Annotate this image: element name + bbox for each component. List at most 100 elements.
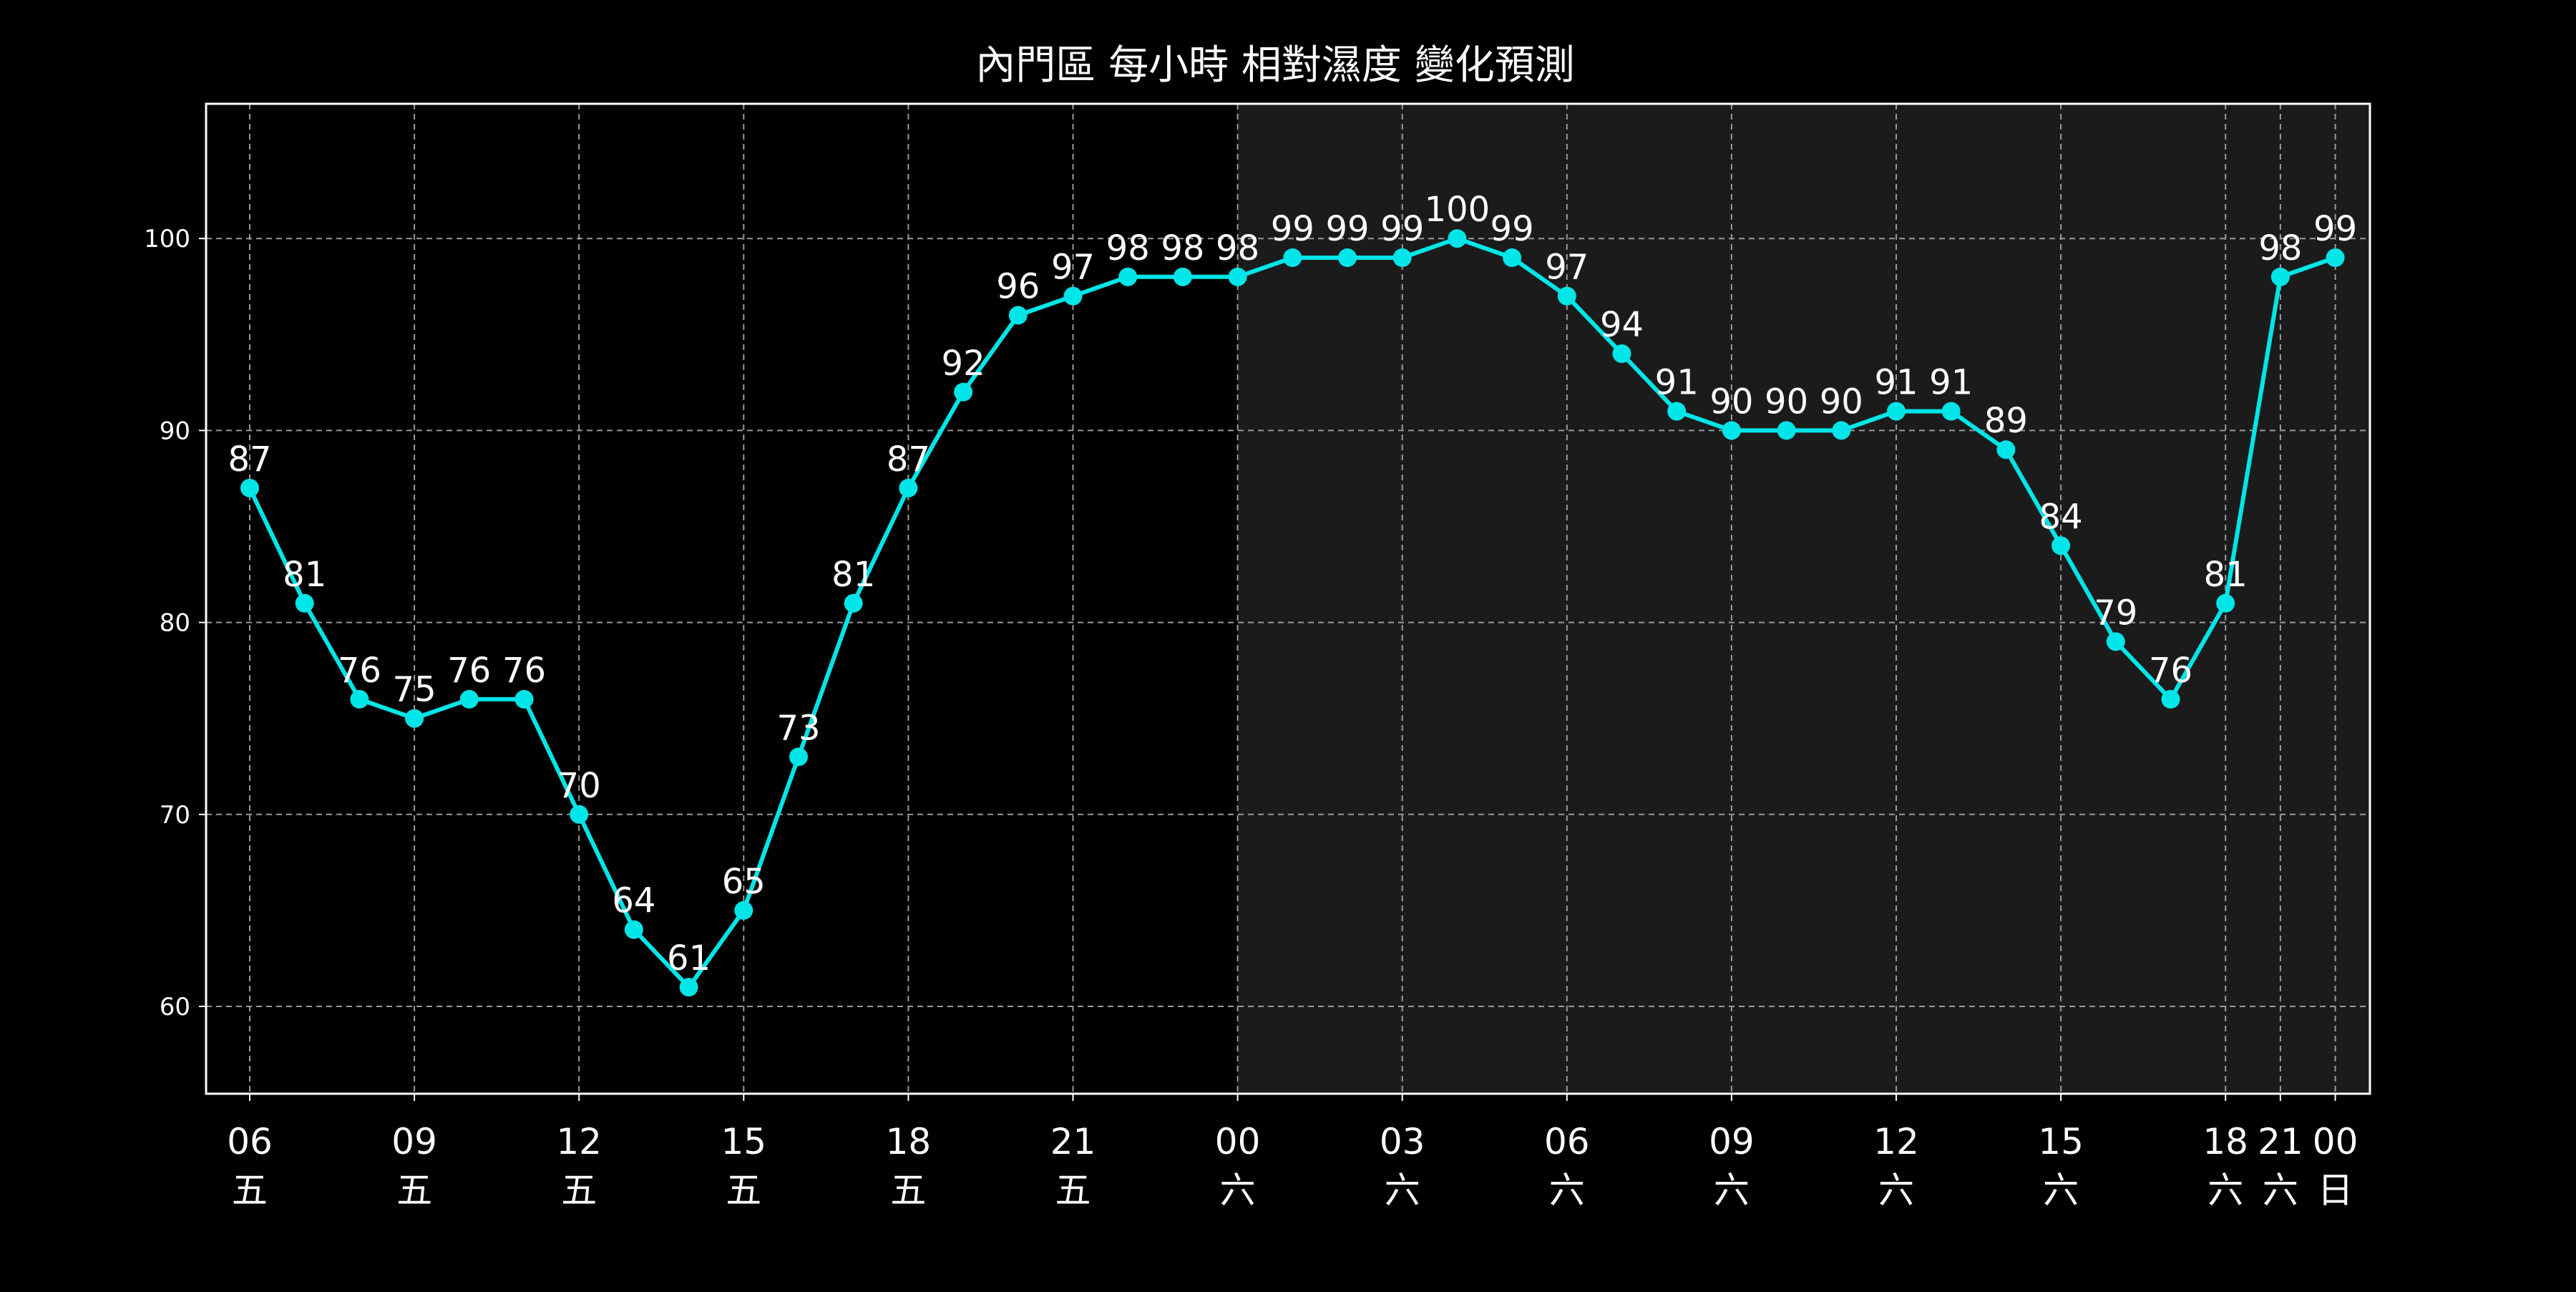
x-tick-day-label: 六 bbox=[1220, 1170, 1256, 1211]
y-tick-label: 80 bbox=[160, 609, 190, 638]
data-point bbox=[1941, 402, 1961, 421]
data-point bbox=[295, 593, 314, 613]
data-label: 79 bbox=[2094, 593, 2137, 633]
y-tick-label: 70 bbox=[160, 801, 190, 830]
x-tick-hour-label: 00 bbox=[1215, 1121, 1261, 1162]
data-point bbox=[1722, 421, 1741, 440]
data-label: 70 bbox=[557, 766, 601, 806]
data-point bbox=[624, 920, 643, 939]
data-label: 81 bbox=[2204, 555, 2248, 595]
axis-layer: 60 70 80 90 100 06 五 09 五 12 五 15 五 18 五 21 五 00 六 03 六 06 六 09… bbox=[144, 225, 2358, 1211]
data-label: 90 bbox=[1820, 382, 1863, 422]
data-label: 99 bbox=[1325, 209, 1369, 249]
x-tick-hour-label: 00 bbox=[2313, 1121, 2358, 1162]
data-label: 90 bbox=[1765, 382, 1808, 422]
data-label: 61 bbox=[667, 938, 711, 978]
x-tick-hour-label: 12 bbox=[556, 1121, 602, 1162]
data-label: 98 bbox=[1106, 228, 1150, 268]
x-tick-day-label: 五 bbox=[1055, 1170, 1091, 1211]
data-label: 91 bbox=[1929, 363, 1973, 403]
data-point bbox=[1228, 267, 1247, 286]
data-point bbox=[734, 900, 753, 920]
data-point bbox=[844, 593, 863, 613]
data-point bbox=[514, 689, 534, 709]
data-point bbox=[1612, 344, 1631, 364]
data-label: 91 bbox=[1874, 363, 1918, 403]
chart-title: 內門區 每小時 相對濕度 變化預測 bbox=[975, 42, 1574, 89]
data-label: 84 bbox=[2039, 497, 2083, 537]
data-point bbox=[1063, 286, 1083, 306]
data-label: 73 bbox=[776, 708, 820, 748]
data-label: 90 bbox=[1709, 382, 1753, 422]
x-tick-hour-label: 09 bbox=[1709, 1121, 1755, 1162]
data-point bbox=[570, 805, 589, 824]
data-label: 81 bbox=[831, 555, 875, 595]
data-point bbox=[1777, 421, 1796, 440]
data-label: 98 bbox=[1216, 228, 1259, 268]
x-tick-day-label: 六 bbox=[2263, 1170, 2298, 1211]
data-point bbox=[1283, 248, 1302, 268]
data-point bbox=[2051, 536, 2071, 555]
data-label: 99 bbox=[1380, 209, 1424, 249]
data-label: 91 bbox=[1655, 363, 1699, 403]
data-point bbox=[2326, 248, 2345, 268]
x-tick-day-label: 六 bbox=[2043, 1170, 2079, 1211]
shaded-region bbox=[1237, 104, 2370, 1094]
data-point bbox=[954, 382, 973, 402]
data-point bbox=[1832, 421, 1851, 440]
data-point bbox=[679, 978, 698, 997]
data-point bbox=[789, 747, 808, 767]
x-tick-hour-label: 15 bbox=[2038, 1121, 2084, 1162]
data-point bbox=[2216, 593, 2235, 613]
data-label: 97 bbox=[1051, 248, 1095, 288]
data-label: 92 bbox=[942, 344, 985, 384]
label-layer: 87 81 76 75 76 76 70 64 61 65 73 81 87 92 96 97 98 98 98 99… bbox=[228, 190, 2357, 978]
data-point bbox=[459, 689, 479, 709]
x-tick-day-label: 五 bbox=[726, 1170, 761, 1211]
data-label: 76 bbox=[2149, 651, 2192, 691]
data-point bbox=[1557, 286, 1576, 306]
data-label: 65 bbox=[722, 862, 766, 902]
data-label: 94 bbox=[1600, 305, 1644, 345]
y-tick-label: 100 bbox=[144, 225, 190, 253]
data-point bbox=[1173, 267, 1192, 286]
data-point bbox=[1667, 402, 1687, 421]
data-point bbox=[899, 478, 918, 497]
data-label: 99 bbox=[2313, 209, 2357, 249]
data-label: 100 bbox=[1425, 190, 1491, 230]
x-tick-day-label: 六 bbox=[1714, 1170, 1750, 1211]
data-point bbox=[1503, 248, 1522, 268]
data-point bbox=[240, 478, 259, 497]
data-label: 99 bbox=[1491, 209, 1534, 249]
x-tick-hour-label: 09 bbox=[391, 1121, 437, 1162]
data-label: 76 bbox=[338, 651, 381, 691]
y-tick-label: 90 bbox=[160, 417, 190, 445]
x-tick-day-label: 五 bbox=[396, 1170, 432, 1211]
data-point bbox=[1392, 248, 1412, 268]
x-tick-hour-label: 06 bbox=[1544, 1121, 1590, 1162]
point-layer bbox=[240, 229, 2345, 997]
x-tick-hour-label: 03 bbox=[1380, 1121, 1425, 1162]
data-point bbox=[1887, 402, 1906, 421]
data-label: 98 bbox=[1161, 228, 1204, 268]
data-label: 98 bbox=[2258, 228, 2302, 268]
data-point bbox=[1338, 248, 1357, 268]
data-point bbox=[2270, 267, 2290, 286]
y-tick-label: 60 bbox=[160, 993, 190, 1021]
data-point bbox=[1008, 306, 1028, 325]
x-tick-hour-label: 18 bbox=[886, 1121, 932, 1162]
x-tick-day-label: 六 bbox=[2207, 1170, 2243, 1211]
x-tick-hour-label: 12 bbox=[1873, 1121, 1919, 1162]
data-label: 99 bbox=[1271, 209, 1314, 249]
x-tick-hour-label: 21 bbox=[2258, 1121, 2303, 1162]
data-label: 75 bbox=[393, 670, 436, 710]
data-label: 64 bbox=[612, 881, 655, 921]
x-tick-hour-label: 06 bbox=[227, 1121, 273, 1162]
shade-layer bbox=[1237, 104, 2370, 1094]
data-point bbox=[2106, 632, 2125, 651]
x-tick-day-label: 日 bbox=[2318, 1170, 2353, 1211]
data-point bbox=[2161, 689, 2180, 709]
x-tick-hour-label: 18 bbox=[2202, 1121, 2248, 1162]
data-label: 96 bbox=[996, 266, 1040, 306]
data-point bbox=[1448, 229, 1467, 248]
